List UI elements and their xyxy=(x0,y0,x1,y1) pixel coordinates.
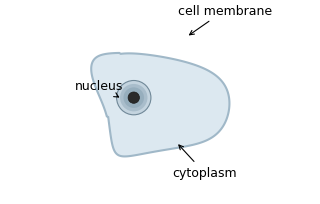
Circle shape xyxy=(124,88,144,108)
Text: cell membrane: cell membrane xyxy=(178,5,272,36)
Circle shape xyxy=(128,93,140,104)
Polygon shape xyxy=(91,54,229,157)
Circle shape xyxy=(116,81,151,115)
Text: cytoplasm: cytoplasm xyxy=(172,145,237,179)
Text: nucleus: nucleus xyxy=(75,80,124,98)
Circle shape xyxy=(120,84,148,112)
